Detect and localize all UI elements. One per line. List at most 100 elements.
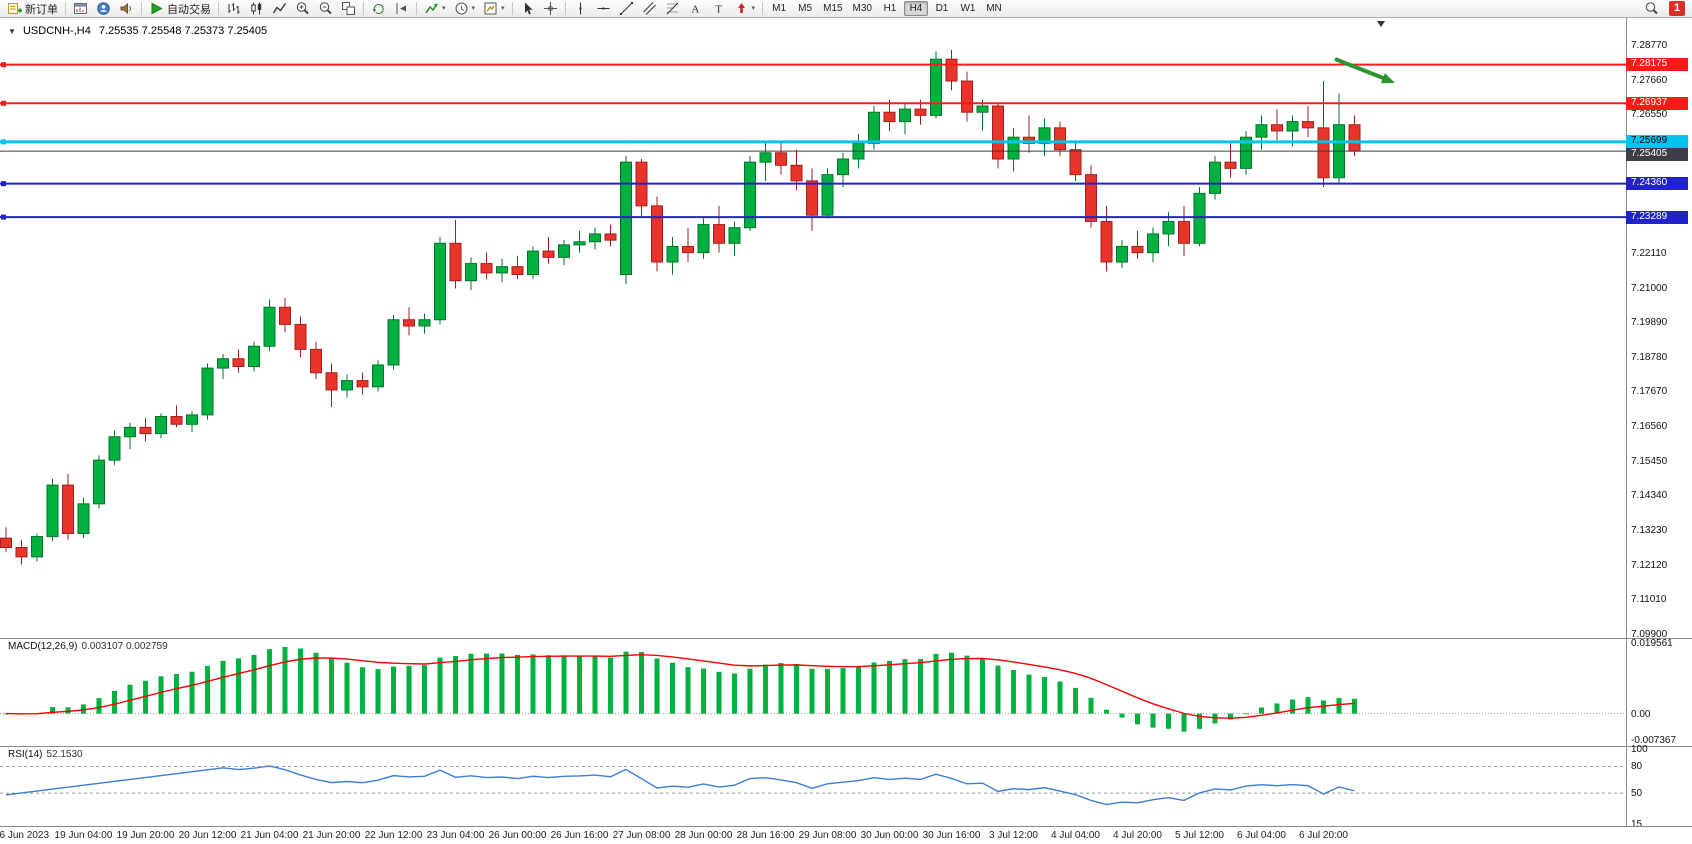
collapse-arrow-icon[interactable]: ▼: [8, 27, 16, 36]
fibonacci-tool-button[interactable]: [661, 0, 684, 17]
candle-body: [403, 319, 415, 327]
timeframe-m1-button[interactable]: M1: [767, 1, 791, 16]
text-icon: A: [688, 1, 703, 16]
macd-histogram-bar: [1352, 698, 1357, 714]
text-tool-button[interactable]: A: [684, 0, 707, 17]
rsi-axis-label: 50: [1631, 788, 1643, 800]
timeframe-d1-button[interactable]: D1: [930, 1, 954, 16]
rsi-line: [5, 765, 1355, 806]
candle-body: [325, 372, 338, 391]
price-tick-label: 7.17670: [1631, 386, 1668, 398]
chart-window[interactable]: ▼ USDCNH-,H4 7.25535 7.25548 7.25373 7.2…: [0, 18, 1692, 844]
rsi-axis-label: 100: [1631, 743, 1648, 755]
candle-body: [573, 241, 586, 246]
price-tick-label: 7.09900: [1631, 628, 1668, 640]
macd-axis-zero-label: 0.00: [1631, 708, 1651, 720]
chart-shift-button[interactable]: [390, 0, 413, 17]
candle-body: [1209, 161, 1221, 194]
channel-tool-button[interactable]: [638, 0, 661, 17]
macd-histogram-bar: [1119, 713, 1125, 718]
price-tick-label: 7.11010: [1631, 594, 1667, 606]
zoom-out-button[interactable]: [314, 0, 337, 17]
trend-arrow-head[interactable]: [1380, 73, 1395, 84]
macd-histogram-bar: [949, 652, 954, 714]
candle-body: [31, 536, 43, 558]
chart-canvas[interactable]: [0, 18, 1692, 844]
macd-histogram-bar: [840, 668, 846, 714]
candlestick-chart-button[interactable]: [245, 0, 268, 17]
label-tool-button[interactable]: T: [707, 0, 730, 17]
candle-body: [558, 244, 570, 258]
timeframe-m5-button[interactable]: M5: [793, 1, 817, 16]
autoscroll-button[interactable]: [367, 0, 390, 17]
line-chart-button[interactable]: [268, 0, 291, 17]
vertical-line-tool-button[interactable]: [569, 0, 592, 17]
price-axis[interactable]: 7.287707.276607.265507.254407.243307.232…: [1626, 18, 1692, 830]
macd-histogram-bar: [1321, 700, 1326, 714]
chart-shift-marker-icon: [1377, 21, 1385, 27]
toolbar: 新订单 自动交易 ▾ ▾ ▾ A T ▾ M1 M5 M15 M30 H1 H4 D1 W1 M…: [0, 0, 1692, 18]
macd-histogram-bar: [1026, 674, 1032, 714]
zoom-in-button[interactable]: [291, 0, 314, 17]
macd-histogram-bar: [1305, 697, 1311, 714]
new-order-button[interactable]: 新订单: [3, 0, 62, 17]
timeframe-h1-button[interactable]: H1: [878, 1, 902, 16]
candle-body: [1317, 127, 1330, 179]
candle-body: [790, 164, 803, 182]
candle-body: [279, 306, 291, 325]
macd-histogram-bar: [267, 649, 272, 714]
candle-body: [1178, 220, 1190, 244]
alerts-button[interactable]: [115, 0, 138, 17]
price-level-label: 7.26937: [1626, 96, 1688, 110]
templates-button[interactable]: ▾: [479, 0, 509, 17]
trend-arrow-annotation[interactable]: [1334, 57, 1385, 81]
timeframe-mn-button[interactable]: MN: [982, 1, 1006, 16]
crosshair-tool-button[interactable]: [539, 0, 562, 17]
macd-histogram-bar: [220, 660, 226, 714]
rsi-label: RSI(14) 52.1530: [8, 749, 83, 760]
candle-body: [1224, 161, 1237, 169]
macd-histogram-bar: [654, 658, 660, 714]
macd-histogram-bar: [546, 655, 551, 714]
macd-histogram-bar: [360, 667, 365, 714]
chevron-down-icon: ▾: [501, 5, 505, 12]
trendline-tool-button[interactable]: [615, 0, 638, 17]
time-axis-label: 27 Jun 08:00: [612, 830, 671, 841]
time-axis-label: 26 Jun 00:00: [488, 830, 547, 841]
time-axis-label: 23 Jun 04:00: [426, 830, 485, 841]
notification-badge[interactable]: 1: [1669, 1, 1685, 16]
bar-chart-button[interactable]: [222, 0, 245, 17]
timeframe-m15-button[interactable]: M15: [819, 1, 846, 16]
macd-values: 0.003107 0.002759: [81, 641, 168, 652]
profiles-button[interactable]: [92, 0, 115, 17]
macd-histogram-bar: [1274, 703, 1280, 714]
arrows-tool-button[interactable]: ▾: [730, 0, 760, 17]
candle-body: [77, 503, 90, 534]
timeframe-h4-button[interactable]: H4: [903, 1, 928, 16]
search-button[interactable]: [1640, 0, 1663, 17]
macd-histogram-bar: [236, 658, 241, 714]
timeframe-w1-button[interactable]: W1: [956, 1, 980, 16]
autotrade-button[interactable]: 自动交易: [145, 0, 215, 17]
macd-histogram-bar: [298, 648, 303, 714]
macd-histogram-bar: [406, 665, 412, 714]
new-chart-button[interactable]: [69, 0, 92, 17]
candle-body: [945, 58, 958, 82]
candle-body: [527, 250, 539, 275]
macd-histogram-bar: [592, 656, 598, 714]
indicators-button[interactable]: ▾: [420, 0, 450, 17]
periods-button[interactable]: ▾: [450, 0, 480, 17]
bid-price-label: 7.25405: [1626, 148, 1688, 162]
timeframe-m30-button[interactable]: M30: [849, 1, 876, 16]
macd-histogram-bar: [902, 659, 908, 714]
autotrade-play-icon: [149, 1, 164, 16]
horizontal-line-tool-button[interactable]: [592, 0, 615, 17]
time-axis-label: 26 Jun 16:00: [550, 830, 609, 841]
time-axis-label: 6 Jul 20:00: [1299, 830, 1348, 841]
candle-body: [1131, 245, 1144, 254]
cursor-tool-button[interactable]: [516, 0, 539, 17]
tile-windows-button[interactable]: [337, 0, 360, 17]
candle-body: [0, 537, 12, 549]
time-axis-label: 16 Jun 2023: [0, 830, 50, 841]
